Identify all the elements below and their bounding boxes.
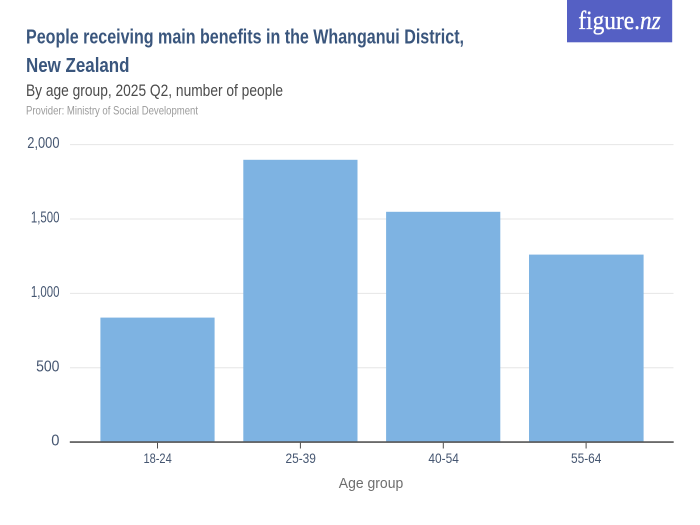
svg-text:Age group: Age group bbox=[339, 475, 404, 492]
svg-text:1,500: 1,500 bbox=[31, 210, 60, 227]
svg-text:40-54: 40-54 bbox=[428, 451, 459, 466]
svg-text:0: 0 bbox=[51, 433, 60, 450]
svg-text:1,000: 1,000 bbox=[31, 284, 60, 301]
svg-text:People receiving main benefits: People receiving main benefits in the Wh… bbox=[26, 26, 464, 48]
svg-text:figure.nz: figure.nz bbox=[578, 6, 660, 35]
svg-text:Provider: Ministry of Social D: Provider: Ministry of Social Development bbox=[26, 104, 199, 118]
svg-text:55-64: 55-64 bbox=[571, 451, 602, 466]
svg-text:2,000: 2,000 bbox=[27, 135, 60, 152]
svg-text:New Zealand: New Zealand bbox=[26, 55, 130, 77]
svg-text:500: 500 bbox=[36, 358, 60, 375]
svg-text:By age group, 2025 Q2, number: By age group, 2025 Q2, number of people bbox=[26, 81, 283, 100]
svg-text:25-39: 25-39 bbox=[285, 451, 316, 466]
svg-text:18-24: 18-24 bbox=[143, 451, 172, 466]
